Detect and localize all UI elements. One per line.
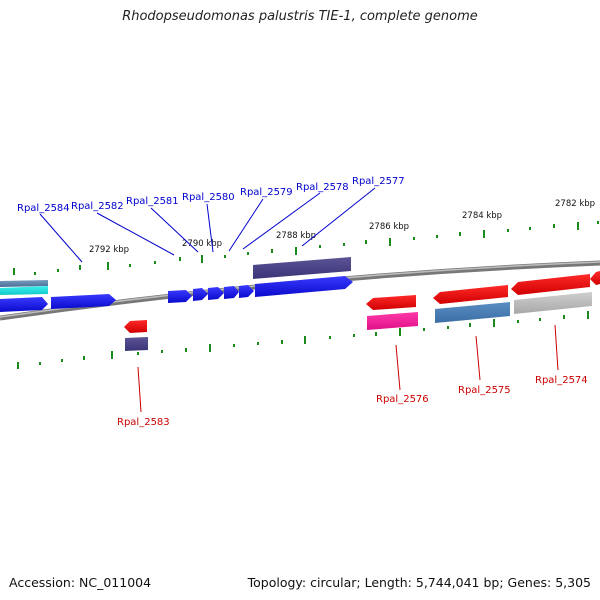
gene-gray-2574[interactable] [514,292,592,314]
gene-blue-4[interactable] [193,288,208,301]
gene-navy-small[interactable] [125,337,148,351]
gene-navy-top[interactable] [253,257,351,279]
accession-text: Accession: NC_011004 [9,575,152,590]
gene-red-2576[interactable] [366,295,416,310]
tick-label-2782: 2782 kbp [555,199,595,209]
bottom-leader-lines [137,324,559,413]
gene-label-rpal-2575[interactable]: Rpal_2575 [458,385,511,396]
gene-steel-2575[interactable] [435,302,510,323]
gene-label-rpal-2577[interactable]: Rpal_2577 [352,176,405,187]
gene-blue-8[interactable] [255,276,353,297]
gene-label-rpal-2583[interactable]: Rpal_2583 [117,417,170,428]
tick-label-2786: 2786 kbp [369,222,409,232]
gene-blue-5[interactable] [208,287,224,300]
gene-blue-7[interactable] [239,285,254,298]
gene-blue-3[interactable] [168,290,192,303]
outer-tick-ring [13,221,599,275]
gene-label-rpal-2576[interactable]: Rpal_2576 [376,394,429,405]
gene-label-rpal-2578[interactable]: Rpal_2578 [296,182,349,193]
inner-tick-ring [17,311,589,369]
gene-label-rpal-2584[interactable]: Rpal_2584 [17,203,70,214]
gene-label-rpal-2581[interactable]: Rpal_2581 [126,196,179,207]
gene-left-slate[interactable] [0,280,48,287]
gene-left-cyan[interactable] [0,286,48,295]
tick-label-2788: 2788 kbp [276,231,316,241]
tick-label-2784: 2784 kbp [462,211,502,221]
top-leader-lines [39,187,376,263]
gene-red-edge[interactable] [590,271,600,285]
gene-label-rpal-2580[interactable]: Rpal_2580 [182,192,235,203]
genome-title: Rhodopseudomonas palustris TIE-1, comple… [122,9,478,24]
gene-label-rpal-2582[interactable]: Rpal_2582 [71,201,124,212]
gene-label-rpal-2579[interactable]: Rpal_2579 [240,187,293,198]
gene-red-2575[interactable] [433,285,508,304]
gene-red-left[interactable] [124,320,147,333]
gene-left-blue[interactable] [0,297,48,312]
reverse-strand-genes [124,271,600,351]
gene-label-rpal-2574[interactable]: Rpal_2574 [535,375,588,386]
tick-label-2792: 2792 kbp [89,245,129,255]
topology-text: Topology: circular; Length: 5,744,041 bp… [247,575,591,590]
gene-blue-2[interactable] [51,294,116,309]
forward-strand-genes [0,257,353,312]
gene-pink-2576[interactable] [367,312,418,330]
gene-red-2574[interactable] [511,274,590,295]
gene-blue-6[interactable] [224,286,239,299]
tick-label-2790: 2790 kbp [182,239,222,249]
